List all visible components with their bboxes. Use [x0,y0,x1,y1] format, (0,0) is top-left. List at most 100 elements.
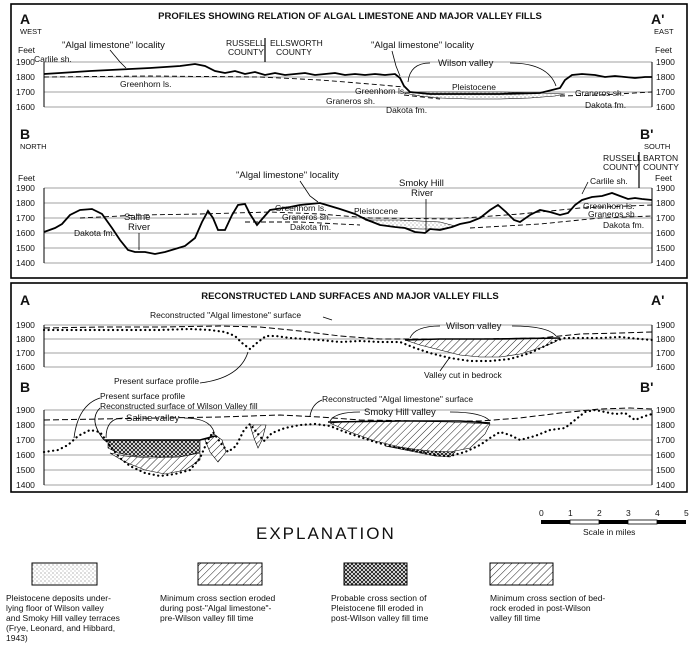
recon-b: B B' 1900 1800 1700 1600 1500 1400 1900 … [16,379,675,490]
recon-a-tick-left-1600: 1600 [16,362,35,372]
profile-a-greenhorn2-label: Greenhorn ls. [355,86,407,96]
profile-b: B NORTH B' SOUTH Feet Feet 1900 1800 170… [16,126,679,268]
recon-b-tick-left-1700: 1700 [16,435,35,445]
legend-text-2-line-1: Minimum cross section eroded [160,593,276,603]
profile-a-unit-left: Feet [18,45,36,55]
profile-b-russell-label: RUSSELL [603,153,642,163]
profile-b-pleistocene-label: Pleistocene [354,206,398,216]
profile-b-tick-right-1900: 1900 [656,183,675,193]
profile-b-unit-left: Feet [18,173,36,183]
explanation-title: EXPLANATION [256,524,396,543]
profile-a-dakota-label: Dakota fm. [386,105,427,115]
recon-b-tick-right-1400: 1400 [656,480,675,490]
profile-a-ellsworth-label: ELLSWORTH [270,38,323,48]
profile-a: A WEST A' EAST Feet Feet 1900 1800 1700 … [16,11,675,115]
legend-swatch-stipple [31,562,98,586]
recon-a-left-letter: A [20,292,30,308]
profile-a-pleistocene-label: Pleistocene [452,82,496,92]
legend-item-fill-eroded: Probable cross section of Pleistocene fi… [331,562,429,623]
profile-b-right-direction: SOUTH [644,142,670,151]
profile-a-tick-right-1700: 1700 [656,87,675,97]
recon-b-gully-hatch-1 [204,433,227,463]
recon-a-algal-leader [322,316,333,321]
recon-a: A A' 1900 1800 1700 1600 1900 1800 1700 … [16,292,675,386]
recon-b-present-leader [73,397,101,439]
profile-b-grid [43,187,653,264]
recon-b-grid [43,409,653,486]
recon-a-cut-leader [439,356,451,372]
profile-b-tick-left-1600: 1600 [16,228,35,238]
profile-b-tick-left-1700: 1700 [16,213,35,223]
recon-b-saline-bracket [105,417,215,439]
recon-a-tick-left-1700: 1700 [16,348,35,358]
profile-b-carlile-label: Carlile sh. [590,176,628,186]
profile-b-left-letter: B [20,126,30,142]
legend-item-pre-wilson-erosion: Minimum cross section eroded during post… [160,562,276,623]
recon-b-present-profile [42,408,654,478]
recon-b-tick-right-1500: 1500 [656,465,675,475]
panel1-title: PROFILES SHOWING RELATION OF ALGAL LIMES… [158,11,542,22]
recon-a-present-profile [42,327,654,363]
profile-b-greenhorn-label: Greenhorn ls. [275,203,327,213]
legend-text-1-line-3: and Smoky Hill valley terraces [6,613,120,623]
recon-b-smoky-hatch [329,420,491,453]
recon-a-tick-right-1700: 1700 [656,348,675,358]
recon-a-present-leader [199,351,249,384]
profile-a-tick-left-1600: 1600 [16,102,35,112]
profile-a-greenhorn-label: Greenhorn ls. [120,79,172,89]
recon-a-cut-label: Valley cut in bedrock [424,370,503,380]
profile-a-graneros-right-label: Graneros sh. [575,88,624,98]
legend-text-4-line-3: valley fill time [490,613,541,623]
profile-a-contact-graneros [403,91,653,100]
recon-b-right-letter: B' [640,379,653,395]
recon-b-wilson-fill-surface [104,435,216,441]
profile-b-tick-right-1700: 1700 [656,213,675,223]
profile-b-algal-leader [299,180,319,203]
scale-tick-4: 4 [655,508,660,518]
recon-b-saline-crosshatch [107,439,201,458]
profile-a-graneros-label: Graneros sh. [326,96,375,106]
scale-tick-1: 1 [568,508,573,518]
recon-b-gully-hatch-2 [249,424,267,449]
legend-text-3-line-3: post-Wilson valley fill time [331,613,429,623]
recon-b-left-letter: B [20,379,30,395]
profile-b-dakota-right-label: Dakota fm. [603,220,644,230]
recon-a-grid [43,324,653,368]
profile-b-russell-county: COUNTY [603,162,639,172]
profile-a-tick-left-1900: 1900 [16,57,35,67]
profile-b-algal-label: "Algal limestone" locality [236,170,339,181]
legend-text-1-line-2: lying floor of Wilson valley [6,603,105,613]
panel2-title: RECONSTRUCTED LAND SURFACES AND MAJOR VA… [201,291,499,302]
profile-b-carlile-leader [581,181,589,195]
recon-b-wilson-fill-label: Reconstructed surface of Wilson Valley f… [100,401,258,411]
recon-a-tick-right-1900: 1900 [656,320,675,330]
profile-a-algal-left-leader [109,49,127,69]
recon-a-tick-right-1800: 1800 [656,334,675,344]
recon-a-hatched-wedge [404,337,561,358]
recon-b-smoky-fill-surface [327,420,491,424]
profile-a-algal-right-leader [391,50,401,77]
legend-text-4-line-1: Minimum cross section of bed- [490,593,605,603]
recon-b-tick-left-1600: 1600 [16,450,35,460]
profile-a-surface-line [43,63,652,95]
profile-b-greenhorn-right-label: Greenhorn ls. [583,201,635,211]
recon-b-algal-label: Reconstructed "Algal limestone" surface [322,394,473,404]
legend-text-2-line-3: pre-Wilson valley fill time [160,613,254,623]
profile-a-tick-right-1900: 1900 [656,57,675,67]
profile-a-ellsworth-county: COUNTY [276,47,312,57]
profile-a-tick-left-1700: 1700 [16,87,35,97]
profile-b-barton-county: COUNTY [643,162,679,172]
profile-a-carlile-label: Carlile sh. [34,54,72,64]
profile-b-tick-right-1500: 1500 [656,243,675,253]
panel2-frame [10,282,688,493]
scale-tick-3: 3 [626,508,631,518]
recon-b-tick-left-1500: 1500 [16,465,35,475]
recon-a-wilson-label: Wilson valley [446,321,502,332]
legend-text-3-line-2: Pleistocene fill eroded in [331,603,423,613]
recon-a-algal-surface [43,325,653,340]
scale-tick-5: 5 [684,508,689,518]
scale-label: Scale in miles [583,527,635,537]
recon-b-wilson-fill-leader [94,407,105,441]
scale-tick-0: 0 [539,508,544,518]
